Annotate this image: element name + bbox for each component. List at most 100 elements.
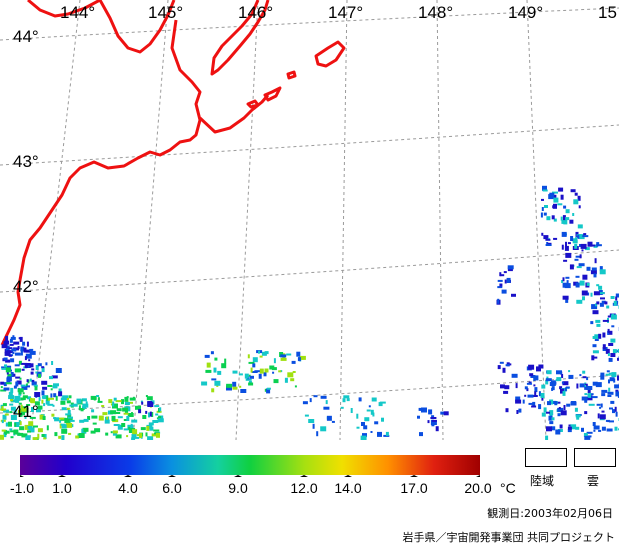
sst-pixel: [538, 391, 541, 397]
sst-pixel: [10, 430, 15, 433]
sst-pixel: [131, 437, 136, 440]
sst-pixel: [45, 399, 50, 405]
sst-pixel: [378, 402, 383, 407]
longitude-line-147: [339, 0, 348, 440]
sst-pixel: [574, 258, 579, 261]
sst-pixel: [133, 436, 140, 439]
sst-pixel: [9, 338, 13, 343]
sst-pixel: [21, 368, 25, 371]
sst-pixel: [147, 436, 154, 440]
sst-pixel: [1, 367, 8, 370]
sst-pixel: [421, 407, 427, 413]
sst-pixel: [443, 411, 449, 416]
sst-pixel: [602, 344, 606, 350]
sst-pixel: [284, 377, 288, 383]
sst-pixel: [430, 417, 437, 419]
sst-pixel: [610, 338, 616, 343]
sst-pixel: [591, 304, 598, 310]
sst-pixel: [97, 400, 103, 403]
sst-pixel: [14, 352, 21, 356]
sst-pixel: [226, 383, 233, 388]
sst-pixel: [587, 389, 591, 394]
sst-pixel: [505, 364, 510, 367]
sst-pixel: [509, 363, 512, 366]
sst-pixel: [574, 243, 578, 249]
sst-pixel: [5, 345, 10, 351]
sst-pixel: [541, 396, 544, 401]
sst-pixel: [142, 415, 147, 419]
sst-pixel: [551, 426, 556, 431]
sst-pixel: [592, 356, 598, 359]
legend-tick-label: 20.0: [464, 480, 492, 496]
sst-pixel: [593, 291, 600, 296]
sst-pixel: [544, 205, 548, 208]
sst-pixel: [504, 279, 507, 284]
sst-pixel: [560, 216, 563, 221]
sst-pixel: [579, 374, 582, 377]
sst-pixel: [108, 399, 113, 404]
sst-pixel: [427, 420, 430, 424]
sst-pixel: [80, 408, 85, 410]
sst-pixel: [528, 402, 533, 405]
sst-pixel: [558, 407, 561, 409]
legend-tick-label: 14.0: [334, 480, 362, 496]
sst-pixel: [575, 255, 582, 258]
legend-tick-label: 1.0: [52, 480, 72, 496]
sst-pixel: [599, 266, 603, 272]
sst-pixel: [552, 191, 558, 194]
sst-pixel: [19, 377, 22, 380]
sst-pixel: [570, 236, 574, 241]
sst-pixel: [10, 406, 16, 411]
sst-pixel: [598, 285, 603, 290]
sst-pixel: [557, 429, 563, 432]
sst-pixel: [61, 424, 67, 429]
sst-pixel: [590, 244, 596, 247]
sst-pixel: [598, 429, 602, 432]
longitude-label-149: 149°: [508, 3, 544, 22]
sst-pixel: [610, 400, 615, 404]
cloud-label: 雲: [587, 474, 600, 488]
sst-pixel: [610, 314, 617, 320]
sst-pixel: [565, 241, 567, 247]
sst-pixel: [22, 392, 25, 395]
sst-pixel: [573, 199, 579, 205]
sst-pixel: [9, 343, 14, 346]
sst-pixel: [20, 346, 25, 352]
sst-pixel: [503, 271, 507, 274]
sst-pixel: [540, 393, 545, 398]
sst-pixel: [105, 432, 109, 436]
sst-pixel: [27, 425, 32, 429]
sst-pixel: [271, 367, 277, 371]
sst-pixel: [418, 407, 424, 411]
sst-pixel: [497, 298, 500, 304]
sst-pixel: [528, 364, 535, 370]
sst-pixel: [4, 349, 8, 353]
sst-pixel: [31, 381, 37, 386]
sst-pixel: [507, 265, 514, 270]
sst-pixel: [600, 297, 605, 300]
sst-pixel: [158, 408, 160, 412]
sst-pixel: [41, 367, 45, 373]
sst-pixel: [290, 378, 295, 382]
sst-pixel: [26, 379, 29, 383]
sst-pixel: [157, 418, 164, 423]
sst-pixel: [522, 399, 525, 404]
sst-pixel: [527, 394, 534, 398]
longitude-label-144: 144°: [60, 3, 96, 22]
sst-pixel: [248, 374, 251, 377]
sst-pixel: [54, 417, 60, 422]
sst-pixel: [606, 428, 613, 432]
sst-pixel: [551, 386, 555, 391]
sst-pixel: [131, 433, 137, 438]
sst-pixel: [506, 277, 511, 283]
sst-pixel: [286, 353, 292, 356]
sst-pixel: [613, 300, 617, 306]
sst-pixel: [9, 411, 13, 414]
sst-pixel: [210, 351, 214, 355]
sst-pixel: [131, 412, 133, 417]
sst-pixel: [4, 413, 9, 416]
sst-pixel: [561, 280, 564, 283]
sst-pixel: [584, 247, 590, 251]
sst-pixel: [61, 428, 68, 434]
color-bar-gradient: [20, 455, 480, 475]
